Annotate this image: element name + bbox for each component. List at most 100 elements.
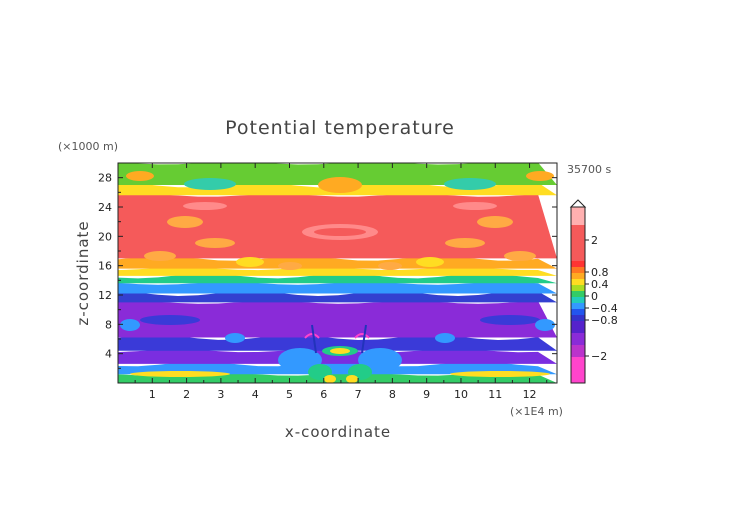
x-axis-ticks: 1 2 3 4 5 6 7 8 9 10 11 12 bbox=[134, 163, 548, 401]
y-tick-label: 12 bbox=[98, 289, 112, 302]
y-tick-label: 20 bbox=[98, 230, 112, 243]
warm-cell bbox=[144, 251, 176, 261]
cool-cell bbox=[278, 348, 322, 372]
colorbar-swatch bbox=[571, 273, 585, 279]
warm-cell bbox=[195, 238, 235, 248]
plot-frame bbox=[117, 162, 558, 384]
warm-cell bbox=[167, 216, 203, 228]
warm-cell bbox=[346, 375, 358, 383]
cool-cell bbox=[480, 315, 540, 325]
colorbar-swatch bbox=[571, 225, 585, 261]
warm-cell bbox=[526, 171, 554, 181]
heatmap-band bbox=[118, 349, 557, 364]
warm-cell bbox=[324, 375, 336, 383]
colorbar-swatch bbox=[571, 321, 585, 333]
colorbar-frame bbox=[570, 206, 586, 384]
warm-cell bbox=[318, 177, 362, 193]
x-tick-label: 6 bbox=[320, 388, 327, 401]
colorbar: 2 0.80.40−0.4−0.8 −2 bbox=[569, 199, 618, 384]
x-tick-label: 4 bbox=[252, 388, 259, 401]
x-tick-label: 2 bbox=[183, 388, 190, 401]
cool-cell bbox=[120, 319, 140, 331]
y-tick-label: 8 bbox=[105, 318, 112, 331]
x-tick-label: 7 bbox=[355, 388, 362, 401]
colorbar-swatch bbox=[571, 303, 585, 309]
warm-cell bbox=[236, 257, 264, 267]
cool-cell bbox=[435, 333, 455, 343]
x-tick-label: 1 bbox=[149, 388, 156, 401]
x-unit-label: (×1E4 m) bbox=[510, 405, 563, 418]
x-axis-label: x-coordinate bbox=[285, 423, 391, 441]
colorbar-tick-label: −0.8 bbox=[591, 314, 618, 327]
cool-cell bbox=[444, 178, 496, 190]
colorbar-tick-label: 0.8 bbox=[591, 266, 609, 279]
cold-plume bbox=[361, 324, 367, 354]
y-tick-label: 24 bbox=[98, 201, 112, 214]
cool-cell bbox=[358, 348, 402, 372]
cold-plume bbox=[311, 324, 317, 354]
colorbar-swatch bbox=[571, 333, 585, 345]
warm-cell bbox=[130, 371, 230, 377]
warm-cell bbox=[450, 371, 550, 377]
x-tick-label: 9 bbox=[423, 388, 430, 401]
warm-cell bbox=[504, 251, 536, 261]
cold-core-marker bbox=[304, 333, 320, 339]
heatmap-band bbox=[118, 300, 557, 338]
colorbar-swatch bbox=[571, 279, 585, 285]
y-tick-label: 28 bbox=[98, 172, 112, 185]
warm-cell bbox=[378, 262, 402, 270]
warm-cell bbox=[278, 262, 302, 270]
colorbar-swatch bbox=[571, 207, 585, 225]
cool-cell bbox=[535, 319, 555, 331]
cool-cell bbox=[184, 178, 236, 190]
colorbar-swatch bbox=[571, 261, 585, 267]
y-unit-label: (×1000 m) bbox=[58, 140, 118, 153]
heatmap-band bbox=[118, 273, 557, 284]
warm-cell bbox=[477, 216, 513, 228]
warm-cell bbox=[126, 171, 154, 181]
warm-cell bbox=[416, 257, 444, 267]
colorbar-swatch bbox=[571, 315, 585, 321]
y-tick-label: 4 bbox=[105, 348, 112, 361]
cool-cell bbox=[225, 333, 245, 343]
time-label: 35700 s bbox=[567, 163, 611, 176]
colorbar-tick-label: 2 bbox=[591, 234, 598, 247]
chart-title: Potential temperature bbox=[225, 117, 455, 139]
cold-core-marker bbox=[354, 333, 370, 339]
warm-cell bbox=[183, 202, 227, 210]
colorbar-swatch bbox=[571, 345, 585, 357]
heatmap-band bbox=[118, 267, 557, 276]
colorbar-tick-label: −2 bbox=[591, 350, 607, 363]
cool-cell bbox=[308, 364, 332, 380]
colorbar-tick-label: −0.4 bbox=[591, 302, 618, 315]
warm-cell bbox=[445, 238, 485, 248]
heatmap-area bbox=[118, 163, 557, 383]
heatmap-band bbox=[118, 291, 557, 303]
x-tick-label: 3 bbox=[217, 388, 224, 401]
colorbar-swatch bbox=[571, 285, 585, 291]
colorbar-swatch bbox=[571, 357, 585, 383]
warm-cell-core bbox=[314, 228, 366, 236]
x-tick-label: 11 bbox=[488, 388, 502, 401]
warm-cell bbox=[453, 202, 497, 210]
colorbar-arrow bbox=[569, 199, 587, 208]
warm-cell bbox=[330, 348, 350, 354]
colorbar-swatch bbox=[571, 291, 585, 297]
heatmap-texture bbox=[120, 171, 555, 383]
x-tick-label: 12 bbox=[523, 388, 537, 401]
y-axis-ticks: 4 8 12 16 20 24 28 bbox=[98, 172, 557, 369]
colorbar-tick-label: 0.4 bbox=[591, 278, 609, 291]
colorbar-swatch bbox=[571, 297, 585, 303]
x-tick-label: 5 bbox=[286, 388, 293, 401]
heatmap-band bbox=[118, 361, 557, 375]
heatmap-band bbox=[118, 372, 557, 383]
heatmap-band bbox=[118, 281, 557, 294]
x-tick-label: 10 bbox=[454, 388, 468, 401]
colorbar-tick-label: 0 bbox=[591, 290, 598, 303]
colorbar-swatch bbox=[571, 267, 585, 273]
x-tick-label: 8 bbox=[389, 388, 396, 401]
heatmap-band bbox=[118, 163, 557, 185]
heatmap-band bbox=[118, 255, 557, 269]
y-tick-label: 16 bbox=[98, 260, 112, 273]
